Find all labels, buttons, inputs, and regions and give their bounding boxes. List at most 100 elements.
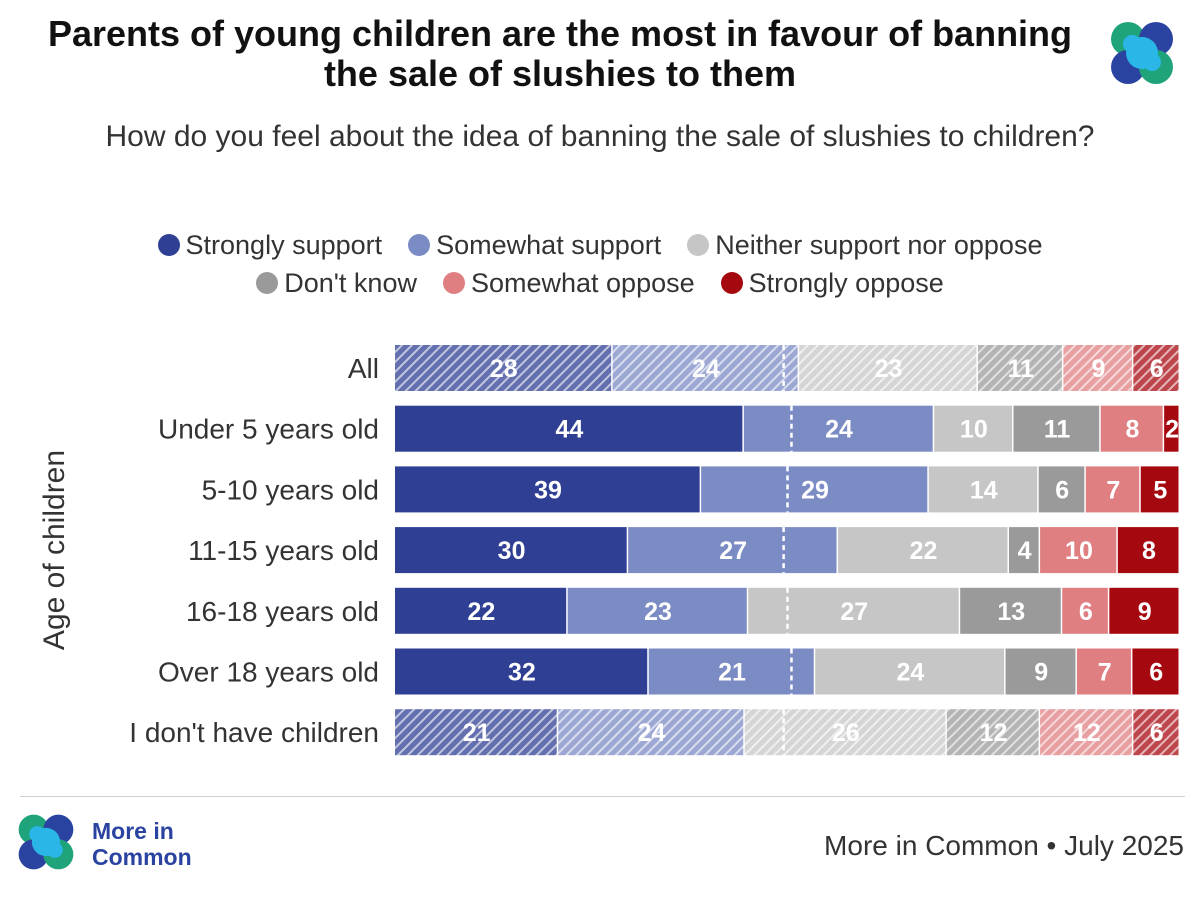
data-label: 27 [840,598,868,626]
bar-segment [567,587,747,634]
bar-segment [612,345,798,391]
bar-segment [1009,527,1039,574]
data-label: 39 [534,476,562,504]
bar-segment [1109,587,1179,634]
source-note: More in Common • July 2025 [824,830,1184,861]
data-label: 23 [875,355,903,383]
bar-segment [395,709,557,756]
data-label: 5 [1153,476,1167,504]
chart-legend: Strongly support Somewhat support Neithe… [20,226,1180,302]
legend-item-strongly-oppose: Strongly oppose [720,267,944,299]
bar-segment [1100,405,1163,452]
data-label: 21 [463,719,491,747]
data-label: 11 [1007,355,1034,383]
legend-item-neither: Neither support nor oppose [687,230,1042,261]
legend-row-2: Don't know Somewhat oppose Strongly oppo… [20,264,1180,302]
legend-item-somewhat-oppose: Somewhat oppose [442,267,695,299]
data-label: 22 [467,598,495,626]
bar-segment [1062,587,1108,634]
bar-segment [799,345,977,391]
data-label: 6 [1150,355,1164,383]
data-label: 13 [997,598,1025,626]
category-label: Over 18 years old [158,657,379,688]
bar-segment [838,527,1008,574]
bar-segment [1164,405,1179,452]
data-label: 6 [1079,598,1093,626]
data-label: 10 [960,416,988,444]
bar-segment [1038,466,1085,513]
more-in-common-logo-icon [1111,22,1173,84]
legend-swatch [408,234,431,256]
bar-segment [1040,527,1117,574]
footer-divider [20,796,1185,797]
bar-segment [1040,709,1132,756]
bar-segment [558,709,744,756]
data-label: 24 [638,719,666,747]
data-label: 12 [1073,719,1101,747]
legend-swatch [157,234,180,256]
legend-item-strongly-support: Strongly support [157,229,383,261]
data-label: 6 [1055,476,1069,504]
category-label: I don't have children [129,717,379,748]
data-label: 30 [498,537,526,565]
bar-segment [1005,648,1076,695]
category-label: 16-18 years old [186,596,379,627]
legend-item-somewhat-support: Somewhat support [408,230,661,261]
data-label: 24 [825,416,853,444]
bar-segment [1076,648,1131,695]
bar-segment [395,345,612,391]
legend-label: Strongly support [185,229,383,260]
brand-line-2: Common [92,844,192,870]
data-label: 29 [801,476,829,504]
data-label: 23 [644,598,672,626]
data-label: 24 [896,659,924,687]
data-label: 24 [692,355,720,383]
data-label: 7 [1106,476,1120,504]
data-label: 9 [1091,355,1105,383]
bar-segment [1085,466,1140,513]
bar-segment [815,648,1005,695]
data-label: 27 [719,537,747,565]
bar-segment [395,527,627,574]
bar-segment [977,345,1062,391]
legend-label: Somewhat oppose [470,267,695,298]
legend-label: Don't know [284,267,417,298]
data-label: 26 [832,719,860,747]
category-label: 11-15 years old [188,535,379,566]
brand-name: More in Common [92,818,192,870]
data-label: 8 [1142,537,1156,565]
bar-segment [648,648,814,695]
data-label: 6 [1149,659,1163,687]
category-label: 5-10 years old [202,474,379,505]
bar-segment [946,709,1039,756]
data-label: 8 [1125,416,1139,444]
legend-item-dont-know: Don't know [256,268,417,299]
data-label: 21 [718,659,746,687]
data-label: 14 [970,476,998,504]
data-label: 22 [910,537,938,565]
bar-segment [1133,345,1179,391]
legend-label: Neither support nor oppose [715,229,1043,260]
data-label: 11 [1044,416,1071,444]
bar-segment [934,405,1012,452]
bar-segment [928,466,1038,513]
bar-segment [1013,405,1100,452]
data-label: 44 [556,416,584,444]
bar-segment [1132,648,1179,695]
legend-swatch [720,272,743,294]
data-label: 6 [1150,719,1164,747]
bar-segment [960,587,1061,634]
data-label: 10 [1065,537,1093,565]
legend-label: Strongly oppose [748,267,944,298]
legend-swatch [442,272,465,294]
data-label: 12 [980,719,1008,747]
data-label: 9 [1034,659,1048,687]
legend-swatch [687,234,710,256]
chart-subtitle: How do you feel about the idea of bannin… [105,120,1095,153]
bar-segment [395,648,648,695]
data-label: 32 [508,659,536,687]
bar-segment [1063,345,1132,391]
bar-segment [395,405,743,452]
data-label: 28 [490,355,518,383]
